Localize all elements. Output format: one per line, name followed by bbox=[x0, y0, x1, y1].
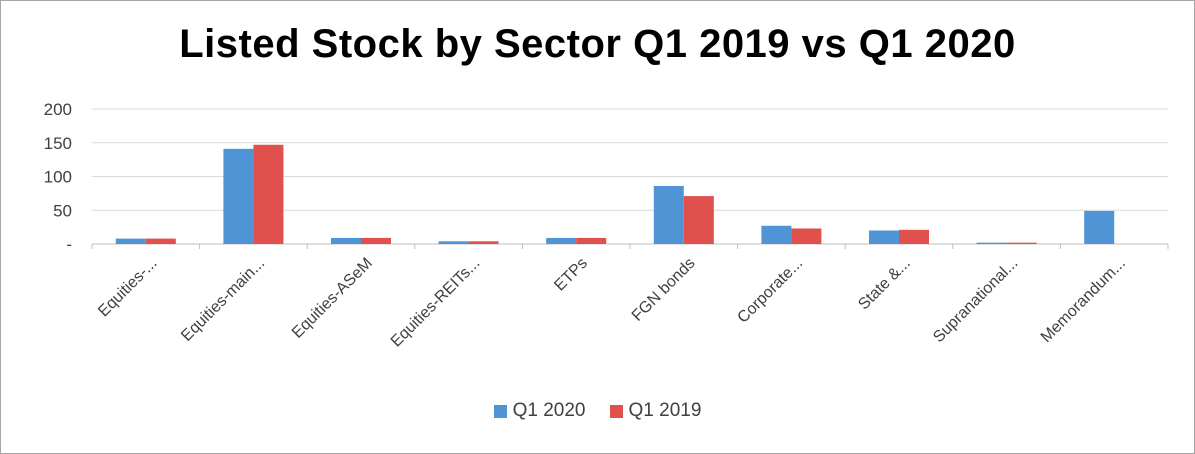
x-category-label: State &... bbox=[855, 255, 914, 314]
x-category-label: ETPs bbox=[551, 255, 591, 295]
y-tick-label: 150 bbox=[44, 134, 72, 153]
bar-q1-2020 bbox=[761, 225, 792, 244]
x-category-label: Memorandum... bbox=[1038, 255, 1129, 346]
bar-q1-2020 bbox=[976, 242, 1007, 244]
bar-q1-2020 bbox=[546, 237, 577, 244]
x-category-label: Corporate... bbox=[734, 255, 806, 327]
bar-q1-2019 bbox=[253, 144, 284, 244]
bar-q1-2019 bbox=[899, 229, 929, 244]
bar-q1-2020 bbox=[869, 230, 899, 244]
bar-q1-2019 bbox=[576, 237, 607, 244]
bar-q1-2020 bbox=[653, 185, 684, 244]
chart-title: Listed Stock by Sector Q1 2019 vs Q1 202… bbox=[179, 22, 1016, 66]
y-tick-label: 50 bbox=[53, 201, 72, 220]
x-category-label: Equities-REITs... bbox=[388, 255, 484, 351]
x-category-label: Equities-... bbox=[95, 255, 160, 320]
bar-q1-2019 bbox=[145, 238, 176, 244]
bar-q1-2020 bbox=[223, 148, 254, 244]
bar-q1-2020 bbox=[331, 237, 361, 244]
x-category-label: FGN bonds bbox=[629, 255, 699, 325]
bar-q1-2019 bbox=[791, 228, 822, 244]
x-category-label: Equities-ASeM bbox=[289, 255, 376, 342]
bar-q1-2019 bbox=[683, 196, 714, 244]
bar-q1-2020 bbox=[438, 241, 469, 244]
y-tick-label: 100 bbox=[44, 168, 72, 187]
x-category-label: Equities-main... bbox=[178, 255, 268, 345]
x-category-label: Supranational... bbox=[930, 255, 1021, 346]
chart-legend: Q1 2020 Q1 2019 bbox=[0, 400, 1195, 422]
bar-q1-2019 bbox=[1006, 242, 1037, 244]
y-tick-label: 200 bbox=[44, 100, 72, 119]
legend-swatch-q1-2020 bbox=[493, 404, 507, 418]
y-tick-label: - bbox=[66, 235, 72, 254]
legend-item-q1-2019: Q1 2019 bbox=[609, 400, 702, 422]
legend-label-q1-2020: Q1 2020 bbox=[512, 400, 586, 421]
legend-item-q1-2020: Q1 2020 bbox=[493, 400, 586, 422]
legend-swatch-q1-2019 bbox=[609, 404, 623, 418]
bar-q1-2019 bbox=[468, 241, 499, 244]
bar-q1-2020 bbox=[1084, 210, 1115, 244]
legend-label-q1-2019: Q1 2019 bbox=[628, 400, 702, 421]
bar-q1-2019 bbox=[361, 237, 391, 244]
bar-q1-2020 bbox=[115, 238, 146, 244]
